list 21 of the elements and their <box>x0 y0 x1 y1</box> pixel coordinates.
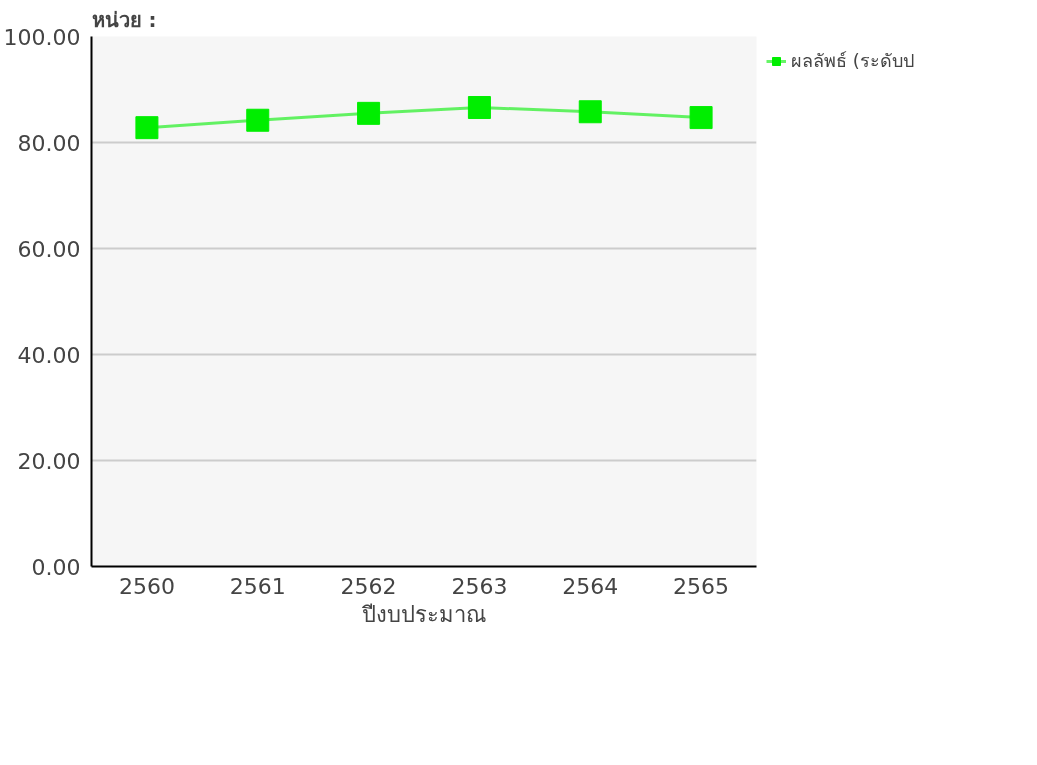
chart-title: หน่วย : <box>91 7 157 32</box>
x-tick-label: 2563 <box>451 573 508 599</box>
point <box>357 101 381 125</box>
y-tick-label: 20.00 <box>17 448 81 474</box>
x-tick-label: 2562 <box>340 573 397 599</box>
y-tick-label: 100.00 <box>3 24 81 50</box>
x-axis-title: ปีงบประมาณ <box>361 601 486 627</box>
x-tick-label: 2561 <box>229 573 286 599</box>
point <box>467 96 491 120</box>
point <box>689 106 713 130</box>
x-tick-label: 2564 <box>562 573 619 599</box>
point <box>246 108 270 132</box>
legend-label: ผลลัพธ์ (ระดับป <box>791 49 914 73</box>
x-tick-label: 2565 <box>673 573 730 599</box>
point <box>135 116 159 140</box>
y-tick-label: 80.00 <box>17 130 81 156</box>
x-tick-label: 2560 <box>118 573 175 599</box>
y-tick-label: 60.00 <box>17 236 81 262</box>
y-tick-label: 0.00 <box>31 554 81 580</box>
y-tick-label: 40.00 <box>17 342 81 368</box>
point <box>578 100 602 124</box>
